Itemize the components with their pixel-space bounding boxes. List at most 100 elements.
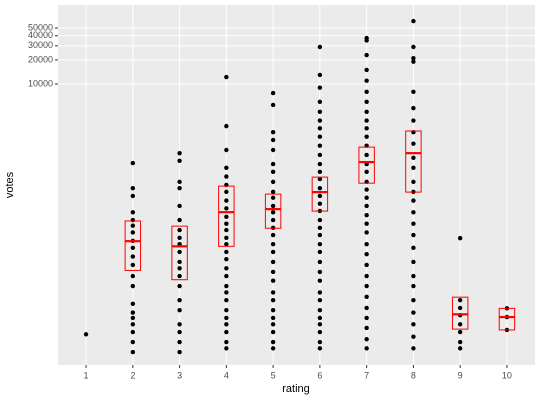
- point: [364, 118, 369, 123]
- point: [130, 217, 136, 223]
- point: [364, 52, 369, 58]
- point: [270, 241, 276, 247]
- point: [83, 332, 89, 337]
- point: [224, 297, 229, 303]
- point: [270, 290, 276, 295]
- point: [270, 259, 276, 265]
- point: [364, 169, 369, 175]
- point: [270, 217, 276, 223]
- point: [177, 322, 182, 327]
- x-tick-label: 1: [84, 370, 89, 380]
- point: [224, 189, 229, 195]
- point: [317, 346, 323, 351]
- point: [224, 315, 229, 321]
- point: [270, 137, 276, 143]
- point: [364, 346, 369, 351]
- point: [270, 232, 276, 238]
- point: [177, 235, 182, 241]
- point: [177, 339, 182, 345]
- point: [270, 90, 276, 96]
- point: [411, 105, 416, 111]
- point: [317, 109, 323, 114]
- point: [411, 322, 416, 327]
- point: [364, 78, 369, 83]
- y-tick-label: 50000: [28, 22, 53, 32]
- point: [317, 169, 323, 175]
- point: [270, 278, 276, 283]
- point: [317, 315, 323, 321]
- point: [364, 305, 369, 311]
- point: [317, 193, 323, 199]
- point: [411, 18, 416, 24]
- box: [218, 185, 235, 247]
- point: [270, 169, 276, 175]
- box: [311, 176, 329, 212]
- point: [130, 339, 136, 345]
- point: [364, 283, 369, 289]
- point: [130, 230, 136, 235]
- point: [317, 134, 323, 139]
- point: [411, 89, 416, 94]
- x-tick-label: 2: [130, 370, 135, 380]
- panel: [58, 5, 535, 365]
- point: [270, 102, 276, 108]
- point: [224, 273, 229, 279]
- point: [364, 67, 369, 73]
- point: [317, 278, 323, 283]
- point: [224, 307, 229, 313]
- point: [317, 126, 323, 131]
- point: [411, 346, 416, 351]
- point: [317, 241, 323, 247]
- point: [130, 223, 136, 228]
- point: [457, 235, 463, 241]
- point: [224, 266, 229, 271]
- point: [411, 221, 416, 226]
- point: [177, 297, 182, 303]
- point: [317, 297, 323, 303]
- point: [317, 269, 323, 275]
- point: [317, 259, 323, 265]
- point: [177, 249, 182, 255]
- point: [177, 307, 182, 313]
- point: [224, 206, 229, 211]
- point: [270, 130, 276, 135]
- point: [224, 290, 229, 295]
- point: [177, 203, 182, 209]
- point: [177, 179, 182, 185]
- point: [457, 346, 463, 351]
- point: [270, 307, 276, 313]
- x-tick-label: 3: [177, 370, 182, 380]
- point: [224, 165, 229, 170]
- point: [224, 346, 229, 351]
- point: [224, 214, 229, 219]
- point: [177, 186, 182, 191]
- point: [130, 245, 136, 251]
- point: [411, 141, 416, 146]
- x-tick-label: 6: [317, 370, 322, 380]
- x-tick-label: 4: [224, 370, 229, 380]
- point: [364, 315, 369, 321]
- x-tick-label: 5: [271, 370, 276, 380]
- point: [317, 217, 323, 223]
- point: [364, 99, 369, 104]
- point: [364, 152, 369, 158]
- point: [130, 322, 136, 327]
- point: [224, 123, 229, 129]
- point: [270, 147, 276, 153]
- point: [411, 297, 416, 303]
- point: [317, 339, 323, 345]
- point: [177, 227, 182, 233]
- point: [411, 283, 416, 289]
- point: [317, 85, 323, 90]
- point: [224, 322, 229, 327]
- point: [364, 109, 369, 114]
- point: [130, 210, 136, 215]
- point: [364, 325, 369, 331]
- point: [317, 99, 323, 104]
- point: [270, 179, 276, 185]
- point: [130, 193, 136, 199]
- point: [411, 232, 416, 238]
- point: [317, 143, 323, 148]
- point: [224, 221, 229, 226]
